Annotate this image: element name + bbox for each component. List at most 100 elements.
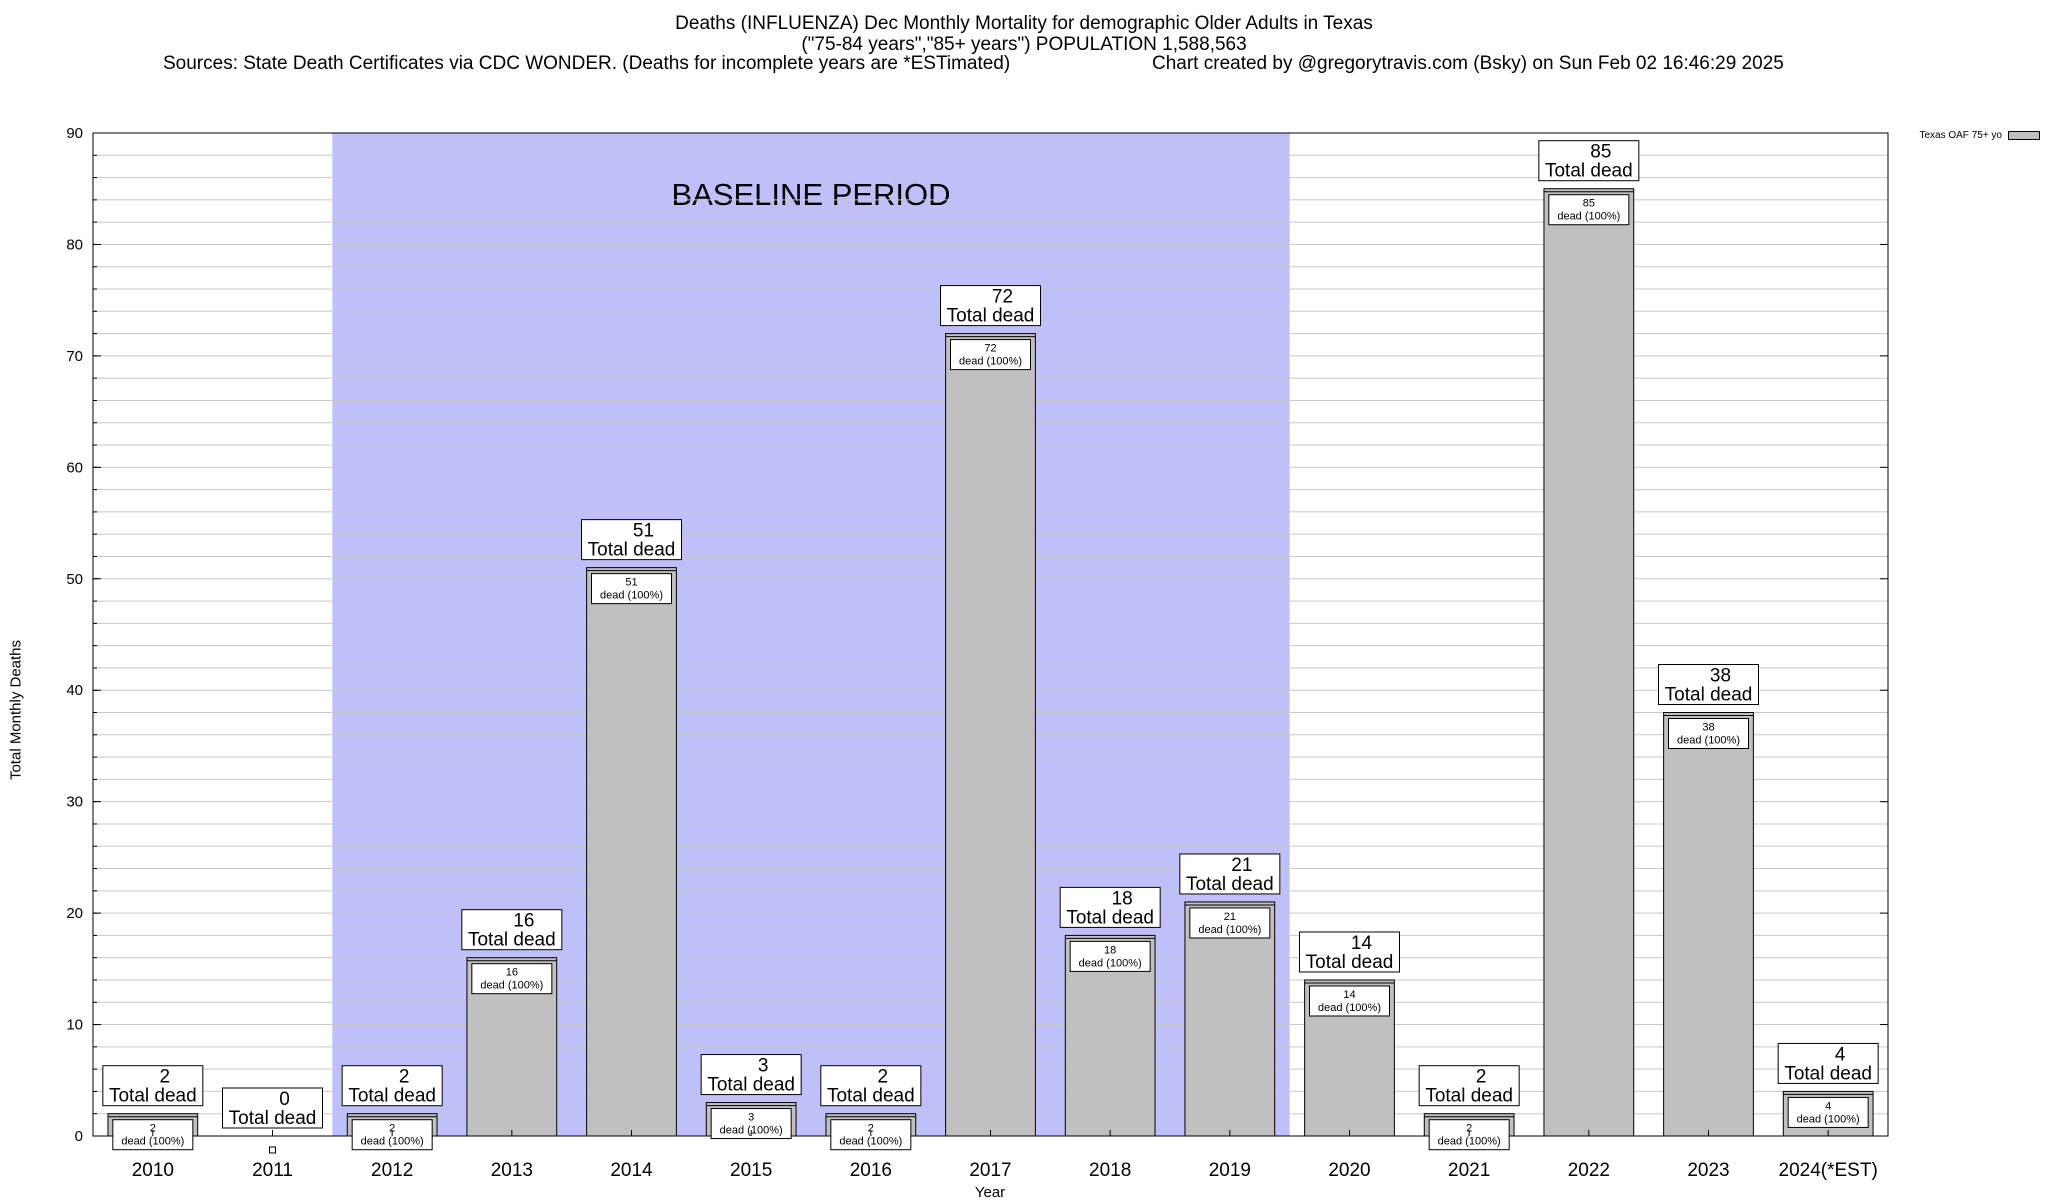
legend-swatch — [2008, 131, 2040, 140]
chart-sources: Sources: State Death Certificates via CD… — [163, 53, 1011, 74]
total-label-box — [341, 1065, 443, 1107]
total-label-value: 3 — [758, 1056, 769, 1077]
inner-label-box — [1309, 985, 1390, 1017]
inner-label-value: 51 — [625, 577, 637, 589]
total-label-value: 16 — [513, 911, 534, 932]
total-label-box — [1179, 853, 1281, 895]
bar — [1543, 188, 1635, 1137]
y-tick-label: 40 — [66, 682, 83, 699]
total-label-box — [1658, 664, 1759, 706]
total-label-text: Total dead — [588, 540, 676, 561]
y-tick-label: 0 — [75, 1128, 83, 1145]
inner-label-box — [950, 339, 1031, 371]
x-axis-label: Year — [974, 1184, 1006, 1201]
total-label-box — [1777, 1042, 1879, 1084]
total-label-text: Total dead — [229, 1108, 317, 1129]
inner-label-text: dead (100%) — [600, 590, 663, 602]
inner-label-value: 3 — [748, 1112, 754, 1124]
y-tick-label: 30 — [66, 794, 83, 811]
bar — [586, 567, 677, 1137]
total-label-box — [1418, 1065, 1520, 1107]
y-tick-label: 90 — [66, 125, 83, 142]
inner-label-box — [1787, 1096, 1869, 1128]
total-label-text: Total dead — [947, 306, 1035, 327]
total-label-value: 0 — [279, 1089, 290, 1110]
x-tick-label: 2022 — [1568, 1160, 1610, 1181]
total-label-text: Total dead — [1066, 907, 1154, 928]
inner-label-value: 14 — [1343, 989, 1355, 1001]
inner-label-value: 72 — [984, 343, 996, 355]
total-label-value: 2 — [160, 1067, 171, 1088]
total-label-value: 14 — [1351, 933, 1373, 954]
inner-label-text: dead (100%) — [1438, 1136, 1501, 1148]
inner-label-value: 2 — [150, 1123, 156, 1135]
total-label-box — [1059, 886, 1161, 928]
inner-label-text: dead (100%) — [1677, 735, 1740, 747]
total-label-value: 72 — [992, 287, 1013, 308]
x-tick-label: 2015 — [730, 1160, 772, 1181]
total-label-value: 21 — [1231, 855, 1252, 876]
chart-title: Deaths (INFLUENZA) Dec Monthly Mortality… — [675, 13, 1373, 34]
x-tick-label: 2019 — [1209, 1160, 1251, 1181]
x-tick-label: 2017 — [969, 1160, 1011, 1181]
baseline-period-label: BASELINE PERIOD — [671, 177, 950, 212]
chart-credit: Chart created by @gregorytravis.com (Bsk… — [1152, 53, 1784, 74]
y-tick-label: 80 — [66, 236, 83, 253]
bar — [1184, 901, 1276, 1137]
total-label-box — [581, 519, 682, 561]
total-label-box — [820, 1065, 922, 1107]
inner-label-value: 85 — [1583, 198, 1595, 210]
total-label-text: Total dead — [348, 1086, 436, 1107]
total-label-value: 2 — [399, 1067, 410, 1088]
inner-label-value: 2 — [389, 1123, 395, 1135]
y-tick-label: 10 — [66, 1017, 83, 1034]
x-tick-label: 2018 — [1089, 1160, 1131, 1181]
inner-label-text: dead (100%) — [1797, 1113, 1860, 1125]
inner-label-text: dead (100%) — [1079, 957, 1142, 969]
zero-marker — [269, 1146, 276, 1154]
legend: Texas OAF 75+ yo — [1919, 130, 2040, 141]
total-label-value: 4 — [1835, 1044, 1846, 1065]
total-label-text: Total dead — [109, 1086, 197, 1107]
inner-label-text: dead (100%) — [361, 1136, 424, 1148]
inner-label-text: dead (100%) — [1198, 924, 1261, 936]
x-tick-label: 2024(*EST) — [1779, 1160, 1878, 1181]
inner-label-box — [1668, 718, 1749, 750]
inner-label-box — [1189, 907, 1271, 939]
inner-label-box — [710, 1108, 792, 1140]
bar — [1663, 712, 1754, 1137]
x-tick-label: 2023 — [1687, 1160, 1729, 1181]
inner-label-value: 4 — [1825, 1100, 1831, 1112]
total-label-box — [222, 1087, 323, 1129]
inner-label-text: dead (100%) — [480, 980, 543, 992]
x-tick-label: 2021 — [1448, 1160, 1490, 1181]
inner-label-value: 18 — [1104, 944, 1116, 956]
total-label-value: 2 — [878, 1067, 889, 1088]
x-tick-label: 2016 — [850, 1160, 892, 1181]
y-tick-label: 50 — [66, 571, 83, 588]
x-tick-label: 2020 — [1328, 1160, 1370, 1181]
x-tick-label: 2011 — [252, 1160, 293, 1181]
inner-label-value: 16 — [506, 967, 518, 979]
total-label-text: Total dead — [1784, 1063, 1872, 1084]
x-tick-label: 2012 — [371, 1160, 413, 1181]
total-label-box — [461, 909, 563, 951]
y-tick-label: 20 — [66, 905, 83, 922]
bar — [945, 333, 1036, 1137]
total-label-text: Total dead — [468, 930, 556, 951]
inner-label-box — [471, 963, 553, 995]
inner-label-value: 21 — [1224, 911, 1236, 923]
total-label-value: 38 — [1710, 666, 1731, 687]
total-label-text: Total dead — [827, 1086, 915, 1107]
inner-label-value: 38 — [1702, 722, 1714, 734]
inner-label-text: dead (100%) — [1318, 1002, 1381, 1014]
total-label-text: Total dead — [1425, 1086, 1513, 1107]
y-tick-label: 60 — [66, 459, 83, 476]
chart-subtitle: ("75-84 years","85+ years") POPULATION 1… — [801, 34, 1247, 55]
inner-label-box — [1069, 940, 1151, 972]
x-tick-label: 2010 — [132, 1160, 174, 1181]
total-label-box — [940, 285, 1041, 327]
total-label-text: Total dead — [1545, 161, 1633, 182]
inner-label-text: dead (100%) — [1557, 211, 1620, 223]
total-label-box — [102, 1065, 204, 1107]
